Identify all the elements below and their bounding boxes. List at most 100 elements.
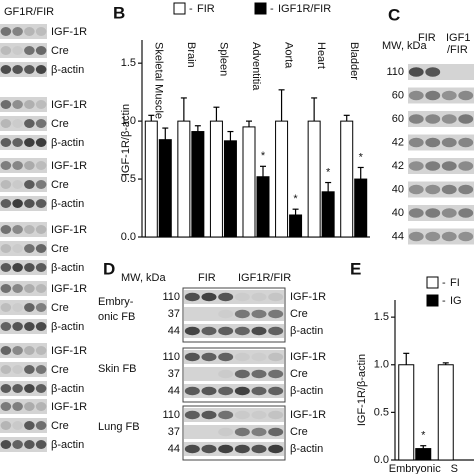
protein-label: Cre <box>51 179 69 191</box>
y-tick-label: 1.0 <box>121 115 136 127</box>
y-tick-label: 1.5 <box>374 311 389 323</box>
blot-band <box>12 440 23 449</box>
blot-band <box>0 421 12 430</box>
blot-strip <box>0 437 47 452</box>
blot-band <box>0 284 12 293</box>
blot-band <box>12 46 23 55</box>
protein-label: β-actin <box>51 321 84 333</box>
blot-strip <box>0 135 47 150</box>
blot-band <box>441 231 457 242</box>
y-tick-label: 0.0 <box>121 231 136 243</box>
blot-strip <box>0 300 47 315</box>
mw-header: MW, kDa <box>382 40 427 52</box>
blot-band <box>12 346 23 355</box>
blot-strip <box>0 241 47 256</box>
protein-label: IGF-1R <box>51 26 87 38</box>
blot-band <box>0 402 12 411</box>
blot-band <box>0 119 12 128</box>
blot-band <box>268 292 284 302</box>
x-tick-label: Skeletal Muscle <box>152 42 164 119</box>
bar <box>415 448 432 461</box>
bar <box>209 120 223 238</box>
blot-band <box>35 384 47 393</box>
bar <box>354 178 368 238</box>
legend-dash: - <box>442 277 446 289</box>
blot-band <box>184 410 200 420</box>
blot-band <box>12 65 23 74</box>
cell-label: Lung FB <box>98 421 140 433</box>
panel-label: C <box>388 5 400 24</box>
blot-band <box>35 421 47 430</box>
lane-label: IGF1 <box>446 32 470 44</box>
blot-band <box>35 119 47 128</box>
blot-band <box>251 326 267 336</box>
mw-label: 37 <box>168 368 180 380</box>
blot-band <box>35 161 47 170</box>
y-tick-label: 1.0 <box>374 359 389 371</box>
blot-band <box>268 410 284 420</box>
blot-band <box>201 326 217 336</box>
blot-band <box>458 114 474 124</box>
blot-band <box>24 100 35 109</box>
legend-label: IG <box>450 295 462 307</box>
legend-dash: - <box>189 3 193 15</box>
mw-header: MW, kDa <box>121 272 166 284</box>
blot-band <box>458 184 474 195</box>
blot-frame <box>182 347 286 403</box>
blot-band <box>24 365 35 374</box>
blot-band <box>12 402 23 411</box>
x-tick-label: Bladder <box>348 42 360 80</box>
protein-label: Cre <box>51 243 69 255</box>
bar <box>256 176 270 238</box>
bar <box>398 364 415 461</box>
blot-band <box>425 231 441 242</box>
blot-strip <box>408 228 474 245</box>
mw-label: 42 <box>392 136 404 148</box>
cell-label: onic FB <box>98 311 135 323</box>
blot-band <box>35 303 47 312</box>
blot-band <box>218 352 234 362</box>
protein-label: IGF-1R <box>51 224 87 236</box>
blot-band <box>35 346 47 355</box>
blot-band <box>201 386 217 396</box>
blot-band <box>12 27 23 36</box>
blot-band <box>234 369 250 379</box>
blot-band <box>12 119 23 128</box>
lane-label: IGF1R/FIR <box>238 272 291 284</box>
protein-label: β-actin <box>51 383 84 395</box>
blot-band <box>218 309 234 319</box>
blot-band <box>0 46 12 55</box>
bar <box>158 139 172 238</box>
mw-label: 110 <box>162 409 180 421</box>
blot-band <box>35 46 47 55</box>
protein-label: IGF-1R <box>290 351 326 363</box>
bar <box>275 120 289 238</box>
blot-band <box>35 27 47 36</box>
blot-band <box>0 322 12 331</box>
blot-band <box>268 444 284 454</box>
y-tick-label: 0.5 <box>374 406 389 418</box>
blot-band <box>0 384 12 393</box>
y-axis-label: IGF-1R/β-actin <box>356 354 368 426</box>
lane-label: FIR <box>418 32 436 44</box>
blot-strip <box>408 134 474 151</box>
blot-band <box>408 137 424 148</box>
blot-strip <box>0 260 47 275</box>
blot-strip <box>408 181 474 198</box>
blot-band <box>441 90 457 101</box>
protein-label: Cre <box>51 364 69 376</box>
panel-label: E <box>350 259 361 278</box>
protein-label: Cre <box>51 420 69 432</box>
blot-strip <box>408 64 474 80</box>
blot-band <box>12 225 23 234</box>
blot-band <box>35 138 47 147</box>
protein-label: β-actin <box>51 64 84 76</box>
blot-band <box>12 421 23 430</box>
protein-label: Cre <box>51 302 69 314</box>
blot-band <box>12 322 23 331</box>
blot-band <box>35 100 47 109</box>
blot-band <box>35 284 47 293</box>
blot-band <box>268 326 284 336</box>
protein-label: IGF-1R <box>290 291 326 303</box>
blot-band <box>234 326 250 336</box>
